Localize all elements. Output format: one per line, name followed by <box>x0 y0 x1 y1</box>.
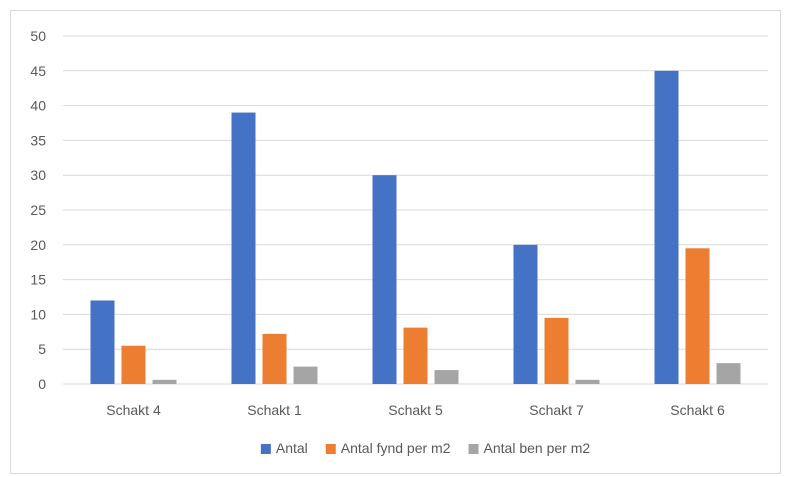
y-axis-ticks: 0 5 10 15 20 25 30 35 40 45 50 <box>30 28 46 392</box>
legend-item: Antal <box>260 440 308 456</box>
bar-antal-fynd-per-m2-0 <box>121 345 146 384</box>
bar-antal-1 <box>231 112 256 384</box>
x-category-label: Schakt 1 <box>247 402 302 418</box>
bar-antal-ben-per-m2-2 <box>434 370 459 384</box>
y-tick-label: 50 <box>30 28 46 44</box>
bar-antal-ben-per-m2-3 <box>575 379 600 384</box>
x-category-label: Schakt 7 <box>529 402 584 418</box>
x-category-label: Schakt 6 <box>670 402 725 418</box>
legend-swatch <box>325 444 336 454</box>
bar-antal-2 <box>372 175 397 384</box>
bar-antal-4 <box>654 70 679 385</box>
legend-swatch <box>260 444 271 454</box>
y-tick-label: 35 <box>30 132 46 148</box>
y-tick-label: 45 <box>30 63 46 79</box>
legend-item: Antal ben per m2 <box>468 440 591 456</box>
bar-antal-ben-per-m2-1 <box>293 366 318 384</box>
y-tick-label: 5 <box>38 341 46 357</box>
bar-antal-fynd-per-m2-3 <box>544 317 569 384</box>
y-tick-label: 40 <box>30 98 46 114</box>
bar-antal-0 <box>90 300 115 384</box>
chart-frame: 0 5 10 15 20 25 30 35 40 45 50 Schakt 4 Schakt 1 Sch… <box>10 10 781 474</box>
x-category-label: Schakt 4 <box>106 402 161 418</box>
y-tick-label: 0 <box>38 376 46 392</box>
x-axis-categories: Schakt 4 Schakt 1 Schakt 5 Schakt 7 Schakt 6 <box>106 402 725 418</box>
legend-label: Antal fynd per m2 <box>341 440 451 456</box>
x-category-label: Schakt 5 <box>388 402 443 418</box>
bar-antal-fynd-per-m2-2 <box>403 327 428 384</box>
bar-antal-ben-per-m2-0 <box>152 379 177 384</box>
legend-label: Antal ben per m2 <box>484 440 591 456</box>
bar-antal-ben-per-m2-4 <box>716 363 741 384</box>
bar-antal-fynd-per-m2-4 <box>685 248 710 384</box>
legend-swatch <box>468 444 479 454</box>
bar-antal-3 <box>513 244 538 384</box>
legend-item: Antal fynd per m2 <box>325 440 451 456</box>
legend: Antal Antal fynd per m2 Antal ben per m2 <box>260 440 591 456</box>
y-tick-label: 10 <box>30 306 46 322</box>
gridlines <box>63 35 768 385</box>
legend-label: Antal <box>276 440 308 456</box>
y-tick-label: 25 <box>30 202 46 218</box>
bar-antal-fynd-per-m2-1 <box>262 333 287 384</box>
bars <box>90 70 741 385</box>
y-tick-label: 20 <box>30 237 46 253</box>
y-tick-label: 30 <box>30 167 46 183</box>
y-tick-label: 15 <box>30 272 46 288</box>
